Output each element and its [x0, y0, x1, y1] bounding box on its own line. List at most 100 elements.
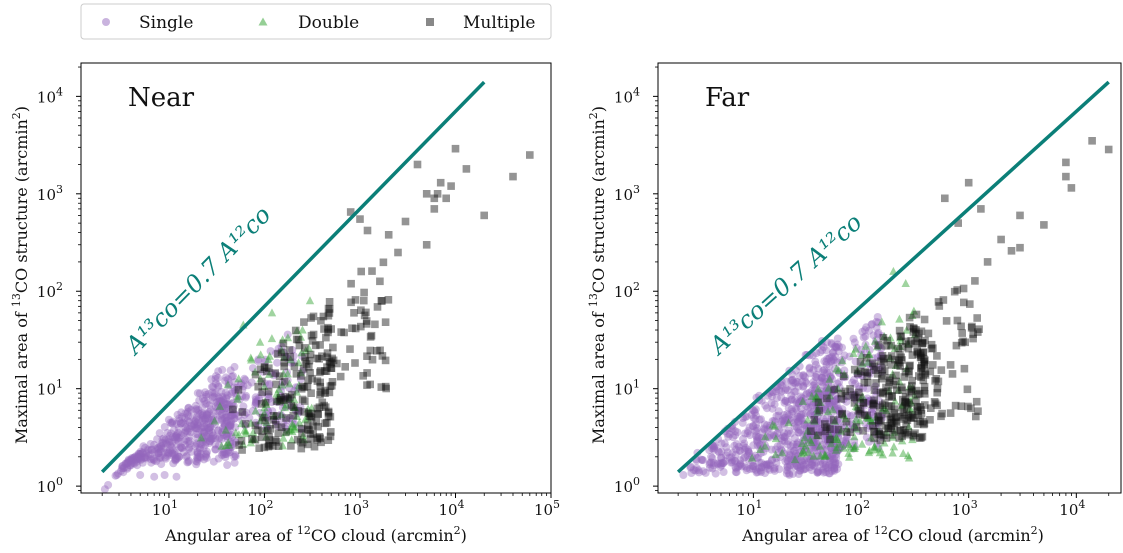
- point-single: [826, 372, 835, 381]
- point-single: [226, 366, 235, 375]
- point-single: [223, 416, 232, 425]
- point-single: [161, 454, 170, 463]
- point-single: [157, 442, 165, 451]
- point-single: [784, 404, 793, 413]
- point-single: [800, 436, 809, 444]
- point-multiple: [921, 336, 929, 345]
- point-single: [768, 417, 777, 426]
- point-double: [863, 357, 872, 366]
- point-multiple: [280, 362, 288, 371]
- point-single: [208, 434, 217, 443]
- point-double: [799, 448, 809, 457]
- point-single: [697, 455, 706, 464]
- point-multiple: [856, 367, 865, 376]
- point-single: [790, 434, 799, 443]
- point-single: [778, 416, 787, 425]
- point-double: [839, 443, 848, 452]
- point-multiple: [299, 365, 308, 373]
- point-single: [203, 409, 212, 418]
- point-single: [835, 369, 844, 378]
- point-multiple: [294, 335, 303, 344]
- point-multiple: [316, 341, 324, 349]
- point-single: [752, 431, 761, 440]
- point-single: [818, 440, 827, 449]
- point-multiple: [919, 418, 927, 426]
- point-multiple: [890, 405, 899, 413]
- point-multiple: [329, 343, 337, 352]
- point-multiple: [933, 352, 941, 360]
- point-multiple: [316, 390, 324, 399]
- x-tick-label: 103: [343, 498, 369, 519]
- point-single: [812, 416, 820, 425]
- point-single: [847, 387, 855, 396]
- point-single: [193, 424, 202, 433]
- point-single: [288, 346, 297, 354]
- point-single: [786, 447, 795, 456]
- point-single: [829, 397, 838, 406]
- point-single: [289, 358, 298, 367]
- point-multiple: [916, 417, 924, 426]
- point-multiple: [313, 434, 321, 442]
- point-single: [787, 409, 796, 418]
- point-single: [217, 387, 226, 396]
- point-single: [192, 457, 201, 466]
- point-single: [728, 458, 737, 467]
- point-single: [792, 455, 801, 464]
- point-single: [797, 396, 806, 405]
- point-multiple: [861, 368, 869, 376]
- point-multiple: [880, 358, 888, 367]
- point-double: [839, 411, 849, 420]
- point-single: [211, 389, 220, 398]
- point-single: [759, 447, 768, 456]
- point-multiple: [891, 355, 899, 364]
- point-multiple: [907, 385, 915, 394]
- point-double: [768, 420, 777, 429]
- point-single: [227, 411, 236, 420]
- point-single: [868, 397, 876, 406]
- point-single: [874, 318, 883, 327]
- point-single: [263, 414, 272, 423]
- point-single: [211, 420, 219, 429]
- point-single: [829, 429, 838, 438]
- point-single: [725, 453, 734, 462]
- point-single: [727, 453, 736, 462]
- point-single: [807, 421, 816, 430]
- point-multiple: [381, 318, 390, 326]
- point-double: [272, 389, 281, 398]
- point-multiple: [360, 296, 368, 305]
- point-single: [133, 453, 142, 462]
- point-multiple: [920, 382, 929, 391]
- point-multiple: [899, 411, 907, 419]
- point-double: [890, 427, 899, 436]
- point-multiple: [916, 403, 924, 411]
- point-single: [216, 411, 225, 420]
- point-single: [177, 408, 186, 417]
- point-single: [207, 435, 216, 444]
- point-single: [795, 398, 804, 406]
- point-single: [732, 464, 741, 473]
- point-multiple: [913, 420, 922, 428]
- point-double: [830, 435, 840, 443]
- point-single: [208, 415, 216, 424]
- point-single: [824, 354, 833, 363]
- point-single: [289, 351, 298, 360]
- point-single: [185, 424, 194, 433]
- point-single: [221, 417, 230, 426]
- point-multiple: [274, 442, 283, 450]
- point-single: [195, 452, 204, 461]
- point-single: [243, 381, 252, 390]
- point-double: [256, 374, 265, 383]
- point-single: [796, 392, 805, 401]
- point-double: [865, 446, 874, 455]
- point-double: [908, 311, 917, 319]
- point-single: [833, 447, 842, 456]
- point-single: [783, 437, 792, 446]
- point-multiple: [878, 365, 887, 374]
- point-single: [230, 458, 239, 467]
- point-multiple: [378, 352, 387, 360]
- point-multiple: [903, 430, 911, 439]
- point-double: [826, 439, 836, 448]
- point-single: [199, 438, 207, 446]
- point-single: [804, 424, 813, 433]
- point-single: [821, 435, 830, 443]
